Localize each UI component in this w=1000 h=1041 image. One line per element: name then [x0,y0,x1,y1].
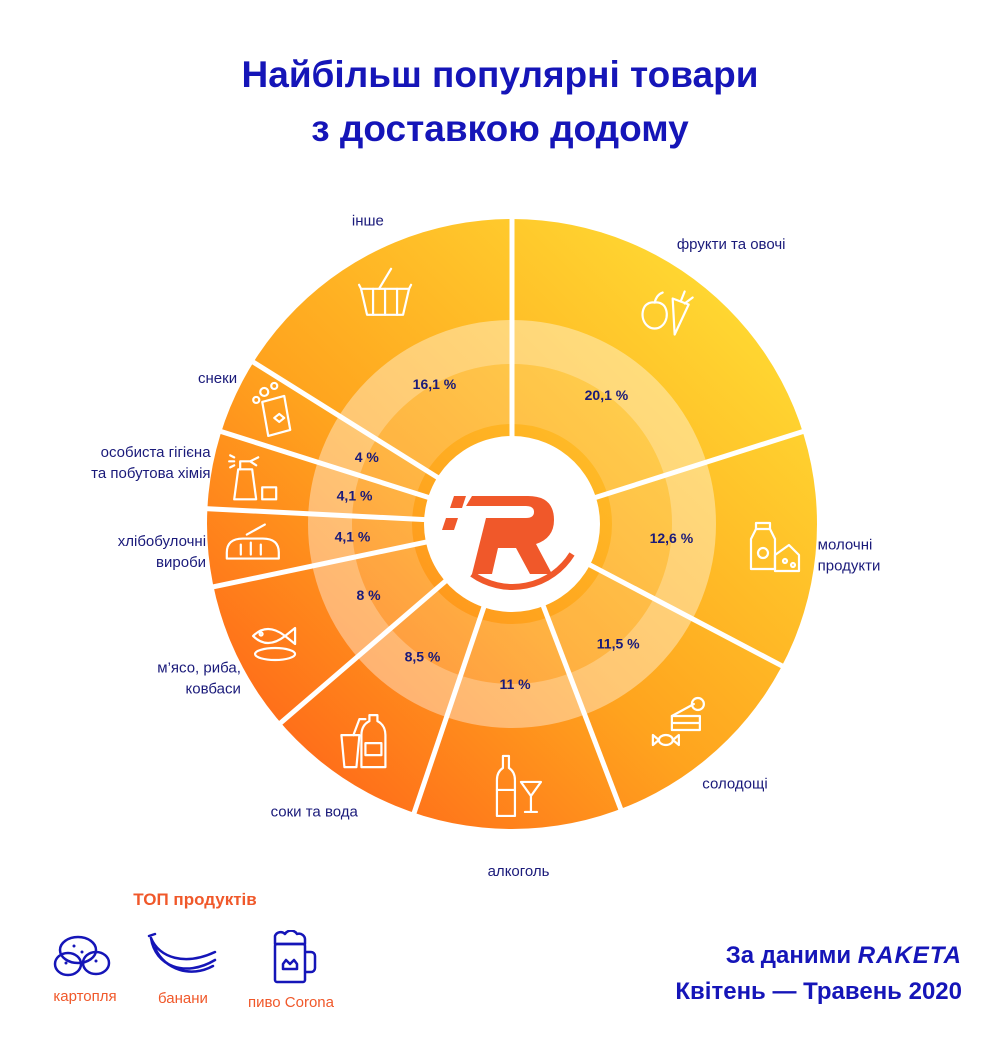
pie-value-label: 20,1 % [585,387,629,403]
top-product-label: пиво Corona [247,994,334,1011]
category-label: вироби [156,554,206,571]
top-product-label: банани [158,990,208,1007]
pie-value-label: 4,1 % [337,488,373,504]
inner-ring-mid [352,364,672,684]
bread-icon [225,523,280,560]
pie-value-label: 11,5 % [597,636,640,652]
snack-bag-icon [252,381,292,438]
data-source: За даними RAKETA Квітень — Травень 2020 [675,938,962,1010]
category-label: молочні [818,536,873,553]
top-products-title: ТОП продуктів [133,890,257,909]
banana-icon [147,932,217,973]
pie-value-label: 8 % [356,587,381,603]
top-product-banana: банани [128,930,238,1007]
source-period: Квітень — Травень 2020 [675,978,962,1005]
source-prefix: За даними [725,942,852,969]
pie-value-label: 12,6 % [650,530,694,546]
pie-value-label: 4 % [355,449,380,465]
pie-value-label: 8,5 % [405,649,441,665]
chart-labels: 20,1 % фрукти та овочі 12,6 % молочні продук… [91,212,880,879]
fish-icon [251,626,297,662]
raketa-brand-logo: RAKETA [857,942,962,969]
beer-mug-icon [273,930,317,984]
apple-carrot-icon [641,290,694,336]
category-label: особиста гігієна [101,444,212,461]
juice-bottle-icon [340,714,387,769]
spray-bottle-icon [228,454,278,501]
category-label: інше [352,212,384,229]
category-label: соки та вода [271,804,359,821]
pie-value-label: 4,1 % [335,529,371,545]
title-line-1: Найбільш популярні товари [241,54,759,95]
chart-icons [225,267,801,818]
top-product-label: картопля [53,988,117,1005]
basket-icon [357,267,413,316]
category-label: та побутова хімія [91,465,210,482]
milk-cheese-icon [749,521,801,573]
title-line-2: з доставкою додому [311,108,689,149]
category-label: хлібобулочні [118,533,206,550]
category-label: продукти [818,557,881,574]
raketa-r-logo-icon [442,496,575,590]
potato-icon [53,935,111,977]
cake-candy-icon [651,696,705,747]
inner-ring-light [308,320,716,728]
category-label: м’ясо, риба, [157,660,241,677]
category-label: фрукти та овочі [677,236,786,253]
wine-bottle-glass-icon [495,754,543,818]
category-label: ковбаси [186,681,241,698]
category-label: алкоголь [488,863,550,880]
chart-title: Найбільш популярні товари з доставкою до… [0,48,1000,156]
category-label: солодощі [702,776,767,793]
category-label: снеки [198,370,237,387]
top-product-beer: пиво Corona [236,930,346,1011]
pie-value-label: 16,1 % [413,376,457,392]
pie-value-label: 11 % [499,676,531,692]
top-product-potato: картопля [30,930,140,1005]
